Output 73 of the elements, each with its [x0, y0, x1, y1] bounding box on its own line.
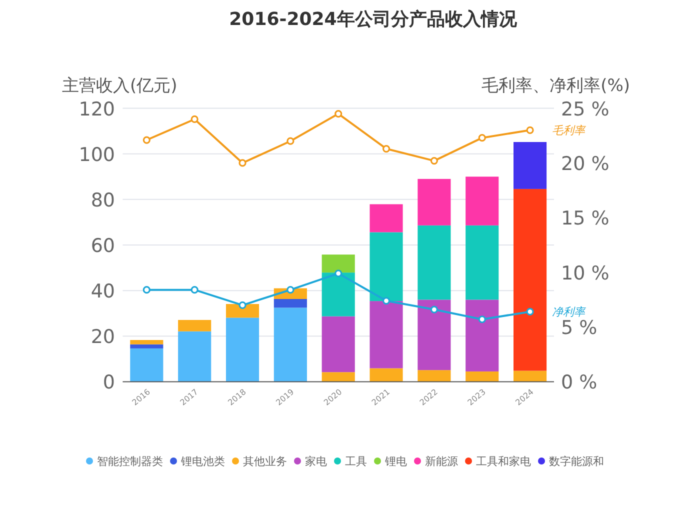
- point: [334, 110, 342, 118]
- bar: [322, 372, 355, 382]
- bar: [514, 142, 547, 189]
- series-label: 毛利率: [552, 124, 586, 138]
- bar: [322, 254, 355, 273]
- bar: [514, 188, 547, 371]
- bar: [226, 304, 260, 318]
- y-tick-label: 0: [102, 372, 115, 394]
- point: [190, 115, 198, 124]
- point: [190, 286, 198, 294]
- point: [334, 270, 342, 278]
- legend-label: 家电: [305, 455, 327, 468]
- bar: [370, 368, 403, 382]
- point: [286, 286, 294, 294]
- bar: [466, 300, 499, 372]
- bar: [130, 344, 164, 348]
- bar: [274, 298, 307, 308]
- bar: [370, 232, 403, 302]
- point: [526, 308, 534, 316]
- legend-label: 工具: [345, 455, 367, 468]
- point: [142, 136, 150, 144]
- legend-label: 锂电池类: [180, 455, 225, 468]
- bar: [178, 331, 212, 382]
- chart-title: 2016-2024年公司分产品收入情况: [229, 9, 518, 30]
- y-tick-label: 60: [90, 235, 115, 257]
- bar: [466, 176, 499, 226]
- y2-tick-label: 25 %: [561, 98, 610, 120]
- bar: [418, 225, 451, 300]
- y-tick-label: 40: [90, 280, 115, 303]
- bar: [130, 340, 164, 344]
- y-axis-title: 主营收入(亿元): [62, 76, 178, 96]
- point: [478, 134, 486, 142]
- legend-label: 新能源: [425, 455, 458, 468]
- y-tick-label: 80: [90, 189, 115, 212]
- legend-label: 其他业务: [243, 455, 287, 468]
- bar: [418, 370, 451, 382]
- point: [142, 286, 150, 294]
- y2-tick-label: 10 %: [561, 262, 610, 284]
- bar: [370, 301, 403, 368]
- y2-axis-title: 毛利率、净利率(%): [482, 76, 630, 96]
- point: [382, 144, 390, 153]
- legend-label: 锂电: [384, 455, 407, 468]
- bar: [370, 204, 403, 232]
- y-tick-label: 120: [78, 98, 115, 120]
- y2-tick-label: 5 %: [561, 317, 598, 340]
- point: [238, 301, 246, 309]
- bar: [226, 318, 260, 382]
- bar: [466, 225, 499, 300]
- y2-tick-label: 15 %: [561, 208, 610, 230]
- point: [430, 306, 438, 314]
- point: [382, 296, 390, 305]
- bar: [130, 348, 164, 382]
- legend-label: 数字能源和: [549, 455, 604, 468]
- point: [478, 316, 486, 324]
- bar: [514, 370, 547, 382]
- bar: [418, 178, 451, 226]
- point: [238, 159, 246, 167]
- y-tick-label: 100: [78, 144, 115, 166]
- point: [286, 137, 294, 145]
- bar: [418, 300, 451, 370]
- point: [526, 126, 534, 134]
- y-tick-label: 20: [90, 326, 115, 348]
- bar: [274, 308, 307, 382]
- series-label: 净利率: [552, 306, 586, 319]
- bar: [466, 371, 499, 382]
- bar: [322, 272, 355, 316]
- legend-label: 工具和家电: [476, 455, 531, 468]
- bar: [322, 316, 355, 372]
- y2-tick-label: 20 %: [561, 152, 610, 175]
- legend-label: 智能控制器类: [97, 455, 163, 468]
- point: [430, 156, 438, 165]
- bar: [178, 320, 212, 332]
- y2-tick-label: 0 %: [561, 372, 598, 394]
